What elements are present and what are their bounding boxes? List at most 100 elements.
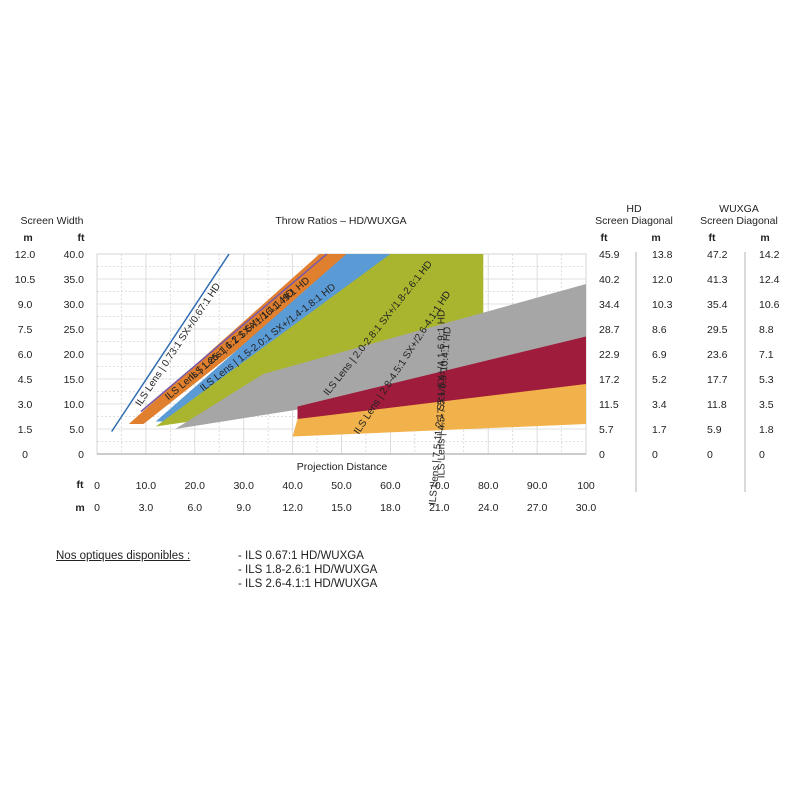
y-tick-m: 0 bbox=[22, 449, 28, 461]
y-tick-ft: 35.0 bbox=[64, 274, 85, 286]
x-tick-ft: 40.0 bbox=[282, 480, 303, 492]
x-tick-ft: 30.0 bbox=[233, 480, 254, 492]
left-m-unit: m bbox=[23, 232, 32, 244]
wuxga-diag-m: 7.1 bbox=[759, 349, 774, 361]
x-tick-m: 15.0 bbox=[331, 502, 352, 514]
x-tick-ft: 90.0 bbox=[527, 480, 548, 492]
wuxga-diag-ft: 29.5 bbox=[707, 324, 728, 336]
x-m-unit: m bbox=[75, 502, 84, 514]
wuxga-diag-ft: 47.2 bbox=[707, 249, 728, 261]
wuxga-header-line1: WUXGA bbox=[719, 203, 759, 215]
left-ft-unit: ft bbox=[78, 232, 85, 244]
x-tick-m: 0 bbox=[94, 502, 100, 514]
x-tick-ft: 0 bbox=[94, 480, 100, 492]
right-tick-ft: 11.5 bbox=[599, 399, 619, 411]
y-tick-m: 10.5 bbox=[15, 274, 36, 286]
y-tick-m: 6.0 bbox=[18, 349, 33, 361]
right-tick-ft: 22.9 bbox=[599, 349, 620, 361]
y-tick-ft: 10.0 bbox=[64, 399, 85, 411]
notes-title: Nos optiques disponibles : bbox=[56, 550, 191, 562]
hd-diag-m: 12.0 bbox=[652, 274, 673, 286]
x-tick-ft: 50.0 bbox=[331, 480, 352, 492]
right-ft-unit: ft bbox=[601, 232, 608, 244]
hd-diag-m: 5.2 bbox=[652, 374, 667, 386]
x-tick-m: 3.0 bbox=[139, 502, 154, 514]
y-tick-m: 1.5 bbox=[18, 424, 33, 436]
notes-item: - ILS 2.6-4.1:1 HD/WUXGA bbox=[238, 578, 378, 590]
right-tick-ft: 28.7 bbox=[599, 324, 620, 336]
lens-line bbox=[111, 253, 230, 432]
right-tick-ft: 17.2 bbox=[599, 374, 620, 386]
wuxga-diag-ft: 17.7 bbox=[707, 374, 728, 386]
x-tick-ft: 100 bbox=[577, 480, 595, 492]
y-axis-ticks: 0 0 0 0 0 0 1.5 5.0 5.7 1.7 5.9 1.8 3.0 10.0 11.5 3.4 11… bbox=[15, 249, 780, 461]
wuxga-diag-ft: 35.4 bbox=[707, 299, 728, 311]
y-tick-ft: 30.0 bbox=[64, 299, 85, 311]
wuxga-diag-m: 0 bbox=[759, 449, 765, 461]
x-axis-label: Projection Distance bbox=[297, 461, 388, 473]
y-tick-ft: 5.0 bbox=[69, 424, 84, 436]
wuxga-diag-m: 3.5 bbox=[759, 399, 774, 411]
hd-diag-m: 6.9 bbox=[652, 349, 667, 361]
hd-diag-m: 8.6 bbox=[652, 324, 667, 336]
hd-header-line1: HD bbox=[626, 203, 642, 215]
hd-diag-m: 13.8 bbox=[652, 249, 673, 261]
wuxga-diag-m: 8.8 bbox=[759, 324, 774, 336]
right-tick-ft: 5.7 bbox=[599, 424, 614, 436]
x-tick-ft: 60.0 bbox=[380, 480, 401, 492]
notes-list: - ILS 0.67:1 HD/WUXGA - ILS 1.8-2.6:1 HD… bbox=[238, 549, 377, 591]
y-tick-m: 4.5 bbox=[18, 374, 33, 386]
wuxga-diag-m: 1.8 bbox=[759, 424, 774, 436]
hd-header-line2: Screen Diagonal bbox=[595, 215, 673, 227]
right-tick-ft: 45.9 bbox=[599, 249, 620, 261]
wuxga-diag-ft: 23.6 bbox=[707, 349, 728, 361]
notes-item: - ILS 1.8-2.6:1 HD/WUXGA bbox=[238, 564, 378, 576]
x-tick-m: 27.0 bbox=[527, 502, 548, 514]
y-tick-m: 7.5 bbox=[18, 324, 33, 336]
x-axis-ticks: 0 0 10.0 3.0 20.0 6.0 30.0 9.0 40.0 12.0 50.0 15.0 6… bbox=[94, 480, 596, 514]
hd-diag-m: 0 bbox=[652, 449, 658, 461]
x-tick-ft: 20.0 bbox=[185, 480, 206, 492]
x-tick-m: 21.0 bbox=[429, 502, 450, 514]
chart-title: Throw Ratios – HD/WUXGA bbox=[275, 215, 406, 227]
x-ft-unit: ft bbox=[77, 479, 84, 491]
lens-band bbox=[175, 284, 586, 429]
hd-diag-m: 3.4 bbox=[652, 399, 667, 411]
lens-lines bbox=[111, 253, 328, 432]
x-tick-m: 24.0 bbox=[478, 502, 499, 514]
wuxga-ft-unit: ft bbox=[709, 232, 716, 244]
lens-bands bbox=[128, 254, 586, 437]
lens-line bbox=[140, 253, 328, 413]
right-tick-ft: 40.2 bbox=[599, 274, 620, 286]
x-tick-m: 6.0 bbox=[187, 502, 202, 514]
hd-m-unit: m bbox=[651, 232, 660, 244]
screen-width-header: Screen Width bbox=[20, 215, 83, 227]
x-tick-m: 12.0 bbox=[282, 502, 303, 514]
lens-band bbox=[292, 384, 586, 437]
right-tick-ft: 34.4 bbox=[599, 299, 620, 311]
y-tick-ft: 25.0 bbox=[64, 324, 85, 336]
wuxga-diag-m: 14.2 bbox=[759, 249, 780, 261]
wuxga-diag-ft: 11.8 bbox=[707, 399, 727, 411]
right-tick-ft: 0 bbox=[599, 449, 605, 461]
notes-item: - ILS 0.67:1 HD/WUXGA bbox=[238, 550, 364, 562]
x-tick-m: 9.0 bbox=[236, 502, 251, 514]
y-tick-ft: 40.0 bbox=[64, 249, 85, 261]
x-tick-m: 18.0 bbox=[380, 502, 401, 514]
hd-diag-m: 10.3 bbox=[652, 299, 673, 311]
y-tick-m: 9.0 bbox=[18, 299, 33, 311]
wuxga-diag-m: 5.3 bbox=[759, 374, 774, 386]
wuxga-header-line2: Screen Diagonal bbox=[700, 215, 778, 227]
y-tick-m: 3.0 bbox=[18, 399, 33, 411]
hd-diag-m: 1.7 bbox=[652, 424, 667, 436]
y-tick-ft: 15.0 bbox=[64, 374, 85, 386]
x-tick-ft: 80.0 bbox=[478, 480, 499, 492]
y-tick-ft: 0 bbox=[78, 449, 84, 461]
wuxga-diag-ft: 0 bbox=[707, 449, 713, 461]
wuxga-diag-ft: 5.9 bbox=[707, 424, 722, 436]
wuxga-m-unit: m bbox=[760, 232, 769, 244]
x-tick-ft: 10.0 bbox=[136, 480, 157, 492]
y-tick-m: 12.0 bbox=[15, 249, 36, 261]
wuxga-diag-m: 10.6 bbox=[759, 299, 780, 311]
